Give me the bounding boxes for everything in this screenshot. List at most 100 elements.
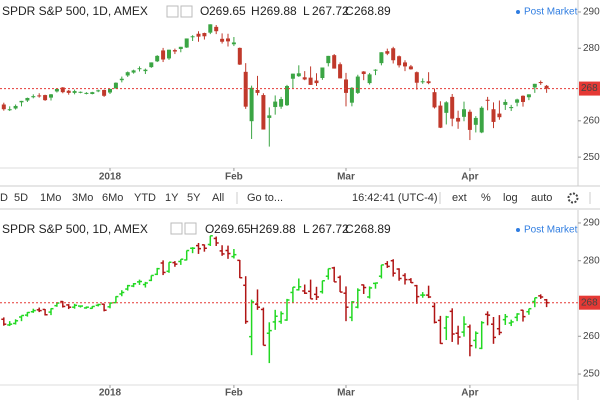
candle-body [60, 87, 65, 93]
eye-icon[interactable] [170, 222, 183, 235]
candle-body [143, 69, 148, 72]
candle-body [125, 72, 130, 76]
candle-body [237, 47, 242, 65]
candle-body [320, 67, 325, 79]
candle-body [521, 95, 525, 102]
candle-body [267, 115, 272, 118]
candle-body [108, 88, 112, 93]
y-tick-label: 260 [583, 115, 600, 126]
option-button[interactable]: auto [531, 192, 552, 204]
candle-body [161, 50, 166, 60]
candle-body [273, 101, 278, 108]
range-button[interactable]: All [212, 192, 224, 204]
candle-body [426, 81, 431, 84]
status-label: Post Market [524, 225, 578, 236]
ohlc-label: O [205, 222, 214, 236]
candle-body [532, 83, 537, 88]
candle-body [444, 102, 449, 113]
ohlc-value: 269.65 [209, 4, 246, 18]
candle-body [66, 90, 71, 93]
candle-body [373, 69, 378, 71]
candle-body [385, 51, 390, 54]
clock: 16:42:41 (UTC-4) [352, 192, 438, 204]
candle-body [255, 89, 260, 93]
range-button[interactable]: 6Mo [102, 192, 123, 204]
status-dot [516, 10, 520, 14]
option-button[interactable]: % [481, 192, 491, 204]
candle-body [544, 85, 549, 89]
y-tick-label: 290 [583, 218, 600, 229]
candle-body [113, 82, 118, 89]
range-button[interactable]: 5D [14, 192, 28, 204]
x-tick-label: Feb [225, 172, 243, 183]
candle-body [231, 42, 236, 45]
candle-body [261, 95, 266, 130]
candle-body [172, 50, 177, 52]
candle-body [37, 95, 42, 97]
candle-body [96, 90, 101, 92]
candle-body [102, 89, 107, 96]
ohlc-value: 269.88 [259, 222, 296, 236]
gear-icon[interactable] [567, 192, 579, 204]
x-tick-label: Apr [461, 388, 478, 399]
ohlc-value: 269.65 [214, 222, 251, 236]
y-tick-label: 290 [583, 7, 600, 18]
option-button[interactable]: log [503, 192, 518, 204]
candle-body [279, 99, 284, 107]
candle-body [397, 56, 402, 66]
eye-icon[interactable] [166, 5, 179, 18]
range-button[interactable]: 1Y [165, 192, 179, 204]
goto-button[interactable]: Go to... [247, 192, 283, 204]
x-tick-label: 2018 [99, 172, 122, 183]
candle-body [13, 105, 18, 109]
candle-body [367, 74, 372, 84]
range-button[interactable]: 1Mo [40, 192, 61, 204]
candle-body [491, 109, 496, 122]
ohlc-label: H [250, 222, 259, 236]
option-button[interactable]: ext [452, 192, 467, 204]
candle-body [314, 80, 319, 84]
candle-body [308, 77, 313, 85]
candle-body [167, 49, 171, 59]
candle-body [509, 107, 514, 109]
candle-body [302, 77, 307, 80]
candle-body [7, 109, 12, 111]
candle-body [414, 72, 419, 83]
candle-body [290, 73, 295, 79]
candle-body [326, 55, 331, 64]
range-button[interactable]: D [0, 192, 8, 204]
candle-body [450, 96, 455, 119]
candle-body [214, 26, 219, 32]
candle-body [467, 111, 472, 130]
range-button[interactable]: 5Y [187, 192, 201, 204]
ohlc-value: 268.89 [354, 222, 391, 236]
last-price-label: 268 [581, 297, 598, 308]
candle-body [54, 88, 59, 92]
y-tick-label: 280 [583, 255, 600, 266]
x-tick-label: Mar [337, 388, 355, 399]
candle-body [155, 55, 160, 62]
candle-body [226, 38, 230, 42]
ohlc-value: 267.72 [312, 222, 349, 236]
x-tick-label: 2018 [99, 388, 122, 399]
candle-body [196, 33, 201, 37]
candle-body [43, 95, 48, 101]
chart-title: SPDR S&P 500, 1D, AMEX [2, 222, 148, 236]
candle-body [137, 68, 142, 70]
x-tick-label: Apr [461, 172, 478, 183]
ohlc-value: 269.88 [260, 4, 297, 18]
y-tick-label: 250 [583, 369, 600, 380]
range-button[interactable]: YTD [134, 192, 156, 204]
candle-body [526, 94, 531, 98]
settings-icon[interactable] [180, 5, 193, 18]
candle-body [202, 33, 207, 37]
ohlc-label: L [303, 222, 310, 236]
candle-body [149, 62, 154, 68]
settings-icon[interactable] [184, 222, 197, 235]
range-button[interactable]: 3Mo [72, 192, 93, 204]
candle-body [379, 52, 384, 64]
status-dot [516, 228, 520, 232]
candle-body [190, 36, 195, 38]
x-tick-label: Feb [225, 388, 243, 399]
